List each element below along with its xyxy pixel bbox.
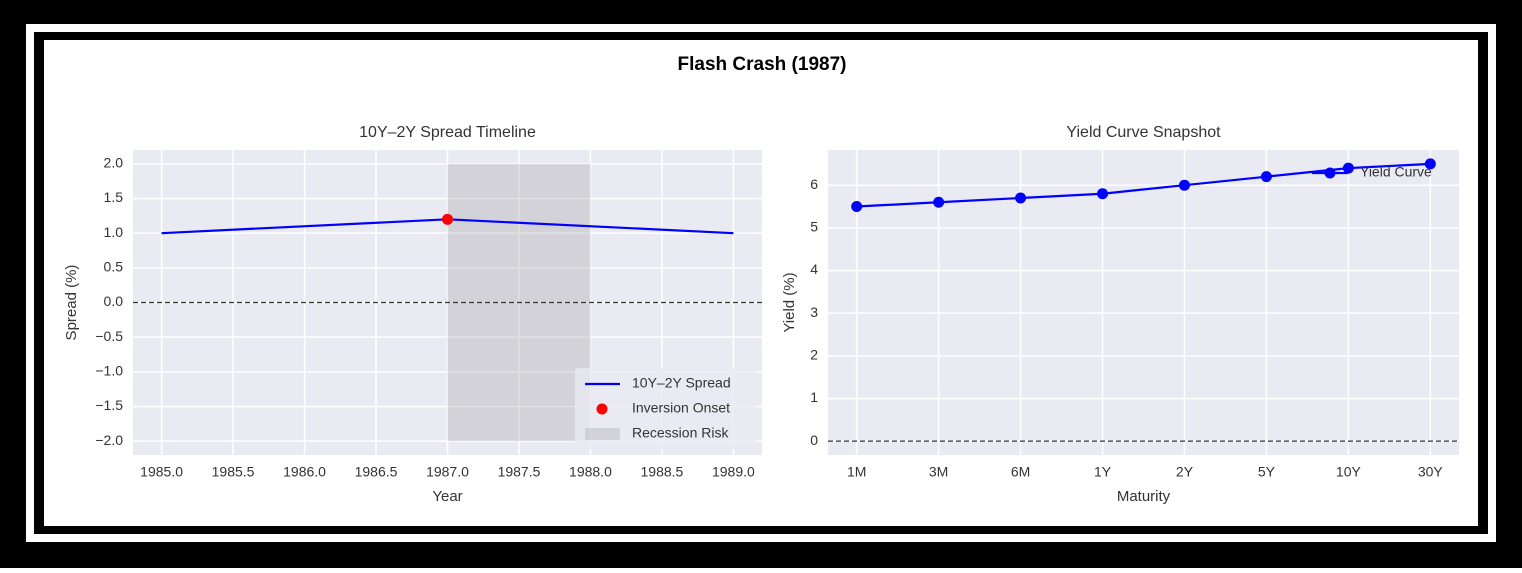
x-tick-label: 6M — [1011, 464, 1030, 480]
series-marker — [1424, 158, 1436, 170]
plot-area — [828, 150, 1459, 455]
figure-title: Flash Crash (1987) — [678, 54, 847, 75]
x-tick-label: 10Y — [1336, 464, 1362, 480]
series-marker — [1097, 188, 1109, 200]
x-tick-label: 1M — [847, 464, 866, 480]
y-tick-label: −1.5 — [95, 397, 123, 413]
y-tick-label: 0.5 — [104, 259, 124, 275]
legend-dot — [596, 403, 608, 415]
y-tick-label: 0.0 — [104, 293, 124, 309]
y-tick-label: 0 — [810, 432, 818, 448]
legend-marker — [1324, 167, 1336, 179]
y-tick-label: 5 — [810, 219, 818, 235]
series-marker — [851, 201, 863, 213]
y-tick-label: 4 — [810, 261, 818, 277]
y-tick-label: 1 — [810, 389, 818, 405]
series-line — [856, 162, 1431, 208]
x-tick-label: 1987.0 — [426, 464, 469, 480]
series-marker — [1015, 192, 1027, 204]
x-tick-label: 1Y — [1094, 464, 1112, 480]
x-tick-label: 1987.5 — [498, 464, 541, 480]
y-tick-label: 1.5 — [104, 189, 124, 205]
y-tick-label: −0.5 — [95, 328, 123, 344]
y-tick-label: −2.0 — [95, 432, 123, 448]
y-tick-label: 2.0 — [104, 155, 124, 171]
series-marker — [1260, 171, 1272, 183]
x-axis-label: Year — [432, 488, 462, 505]
inversion-point — [442, 213, 453, 225]
y-axis-label: Yield (%) — [781, 272, 798, 332]
series-marker — [933, 196, 945, 208]
x-tick-label: 1986.5 — [355, 464, 398, 480]
x-tick-label: 1989.0 — [712, 464, 755, 480]
legend-box — [575, 368, 757, 449]
x-tick-label: 30Y — [1418, 464, 1444, 480]
x-tick-label: 1986.0 — [283, 464, 326, 480]
legend-label: 10Y–2Y Spread — [632, 375, 731, 391]
legend-patch — [585, 428, 620, 440]
chart-title: 10Y–2Y Spread Timeline — [359, 124, 536, 141]
y-tick-label: 2 — [810, 347, 818, 363]
y-tick-label: 1.0 — [104, 224, 124, 240]
series-marker — [1178, 179, 1190, 191]
x-tick-label: 1988.0 — [569, 464, 612, 480]
y-tick-label: 6 — [810, 176, 818, 192]
legend-label: Inversion Onset — [632, 400, 730, 416]
x-tick-label: 2Y — [1176, 464, 1194, 480]
x-axis-label: Maturity — [1117, 488, 1171, 505]
x-tick-label: 1985.0 — [140, 464, 183, 480]
y-tick-label: 3 — [810, 304, 818, 320]
legend-label: Recession Risk — [632, 425, 729, 441]
y-tick-label: −1.0 — [95, 363, 123, 379]
x-tick-label: 1985.5 — [212, 464, 255, 480]
chart-title: Yield Curve Snapshot — [1066, 124, 1221, 141]
legend-label: Yield Curve — [1360, 164, 1432, 180]
y-axis-label: Spread (%) — [63, 265, 80, 341]
x-tick-label: 5Y — [1258, 464, 1276, 480]
x-tick-label: 3M — [929, 464, 948, 480]
x-tick-label: 1988.5 — [641, 464, 684, 480]
series-marker — [1342, 162, 1354, 174]
